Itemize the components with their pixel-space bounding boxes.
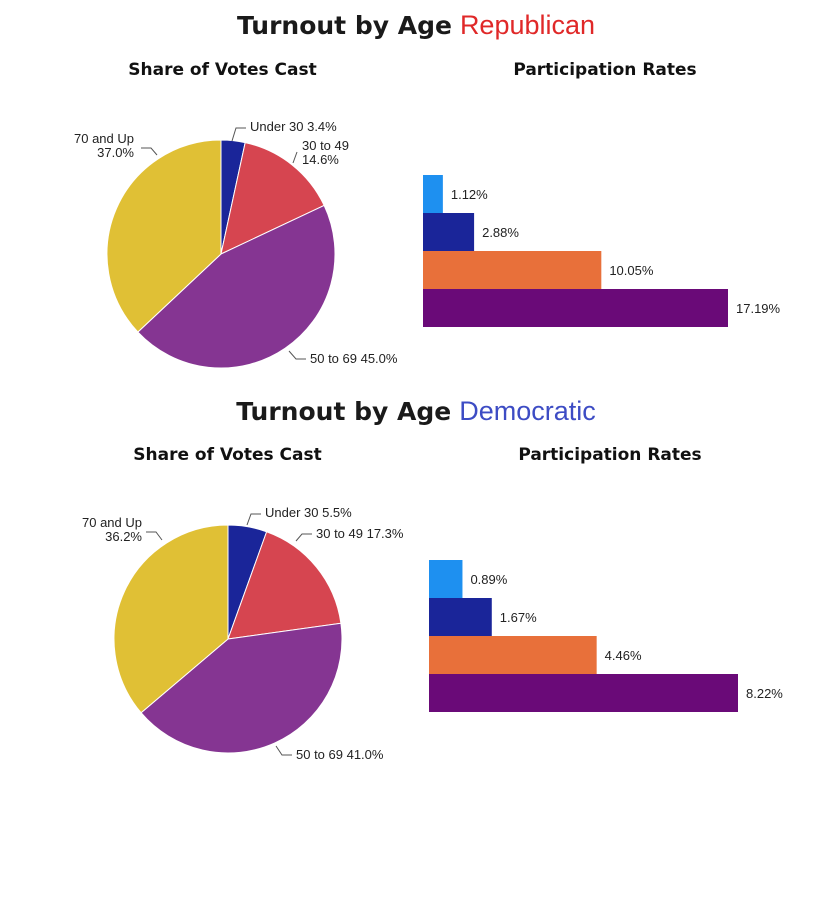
bar-value-label: 1.67% [500, 610, 537, 625]
pie-title: Share of Votes Cast [133, 445, 322, 465]
bar-value-label: 17.19% [736, 301, 781, 316]
bar-50-to-69 [429, 636, 597, 674]
pie-slice-30-to-49 [220, 141, 325, 255]
party-label: Republican [459, 10, 596, 40]
bar-under-30 [429, 560, 463, 598]
bar-30-to-49 [429, 598, 492, 636]
pie-label-value: 14.6% [302, 152, 339, 167]
bar-value-label: 0.89% [470, 572, 507, 587]
bar-chart-republican: 1.12% 2.88% 10.05% 17.19% [423, 175, 781, 327]
pie-leader-line [292, 151, 298, 164]
bar-30-to-49 [423, 213, 475, 251]
pie-leader-line [295, 533, 312, 542]
bar-chart-democratic: 0.89% 1.67% 4.46% 8.22% [429, 560, 783, 712]
section-title-democratic: Turnout by Age Democratic [0, 396, 832, 427]
pie-label-30-to-49: 30 to 49 14.6% [302, 138, 349, 167]
pie-label-under-30: Under 30 3.4% [250, 119, 337, 134]
pie-leader-line [246, 513, 261, 526]
bar-title: Participation Rates [518, 445, 702, 465]
bar-value-label: 4.46% [605, 648, 642, 663]
pie-leader-line [275, 745, 292, 756]
party-label: Democratic [459, 396, 596, 426]
pie-chart-democratic: Under 30 5.5% 30 to 49 17.3% 50 to 69 41.0… [82, 505, 404, 762]
bar-50-to-69 [423, 251, 602, 289]
pie-label-value: 36.2% [105, 529, 142, 544]
bar-value-label: 2.88% [482, 225, 519, 240]
pie-label-50-to-69: 50 to 69 41.0% [296, 747, 384, 762]
section-title-main: Turnout by Age [236, 11, 452, 40]
pie-chart-republican: Under 30 3.4% 30 to 49 14.6% 50 to 69 45.0%… [74, 119, 398, 369]
pie-label-value: 37.0% [97, 145, 134, 160]
bar-value-label: 10.05% [609, 263, 654, 278]
bar-value-label: 1.12% [451, 187, 488, 202]
pie-label-50-to-69: 50 to 69 45.0% [310, 351, 398, 366]
pie-label-30-to-49: 30 to 49 17.3% [316, 526, 404, 541]
pie-slice-50-to-69 [140, 622, 343, 754]
pie-title: Share of Votes Cast [128, 60, 317, 80]
bar-70-and-up [423, 289, 728, 327]
section-title-republican: Turnout by Age Republican [0, 10, 832, 41]
pie-leader-line [288, 350, 306, 360]
bar-70-and-up [429, 674, 738, 712]
pie-slice-70-and-up [106, 139, 222, 333]
pie-leader-line [146, 531, 163, 541]
pie-slice-70-and-up [113, 524, 229, 714]
pie-leader-line [231, 127, 246, 142]
pie-label-70-and-up: 70 and Up 36.2% [82, 515, 142, 544]
bar-title: Participation Rates [513, 60, 697, 80]
section-title-main: Turnout by Age [236, 397, 452, 426]
bar-value-label: 8.22% [746, 686, 783, 701]
pie-label-category: 70 and Up [74, 131, 134, 146]
pie-label-category: 30 to 49 [302, 138, 349, 153]
bar-under-30 [423, 175, 443, 213]
pie-slice-30-to-49 [227, 531, 342, 640]
pie-label-under-30: Under 30 5.5% [265, 505, 352, 520]
pie-label-70-and-up: 70 and Up 37.0% [74, 131, 134, 160]
pie-label-category: 70 and Up [82, 515, 142, 530]
pie-slice-50-to-69 [137, 204, 336, 369]
pie-leader-line [141, 147, 158, 156]
